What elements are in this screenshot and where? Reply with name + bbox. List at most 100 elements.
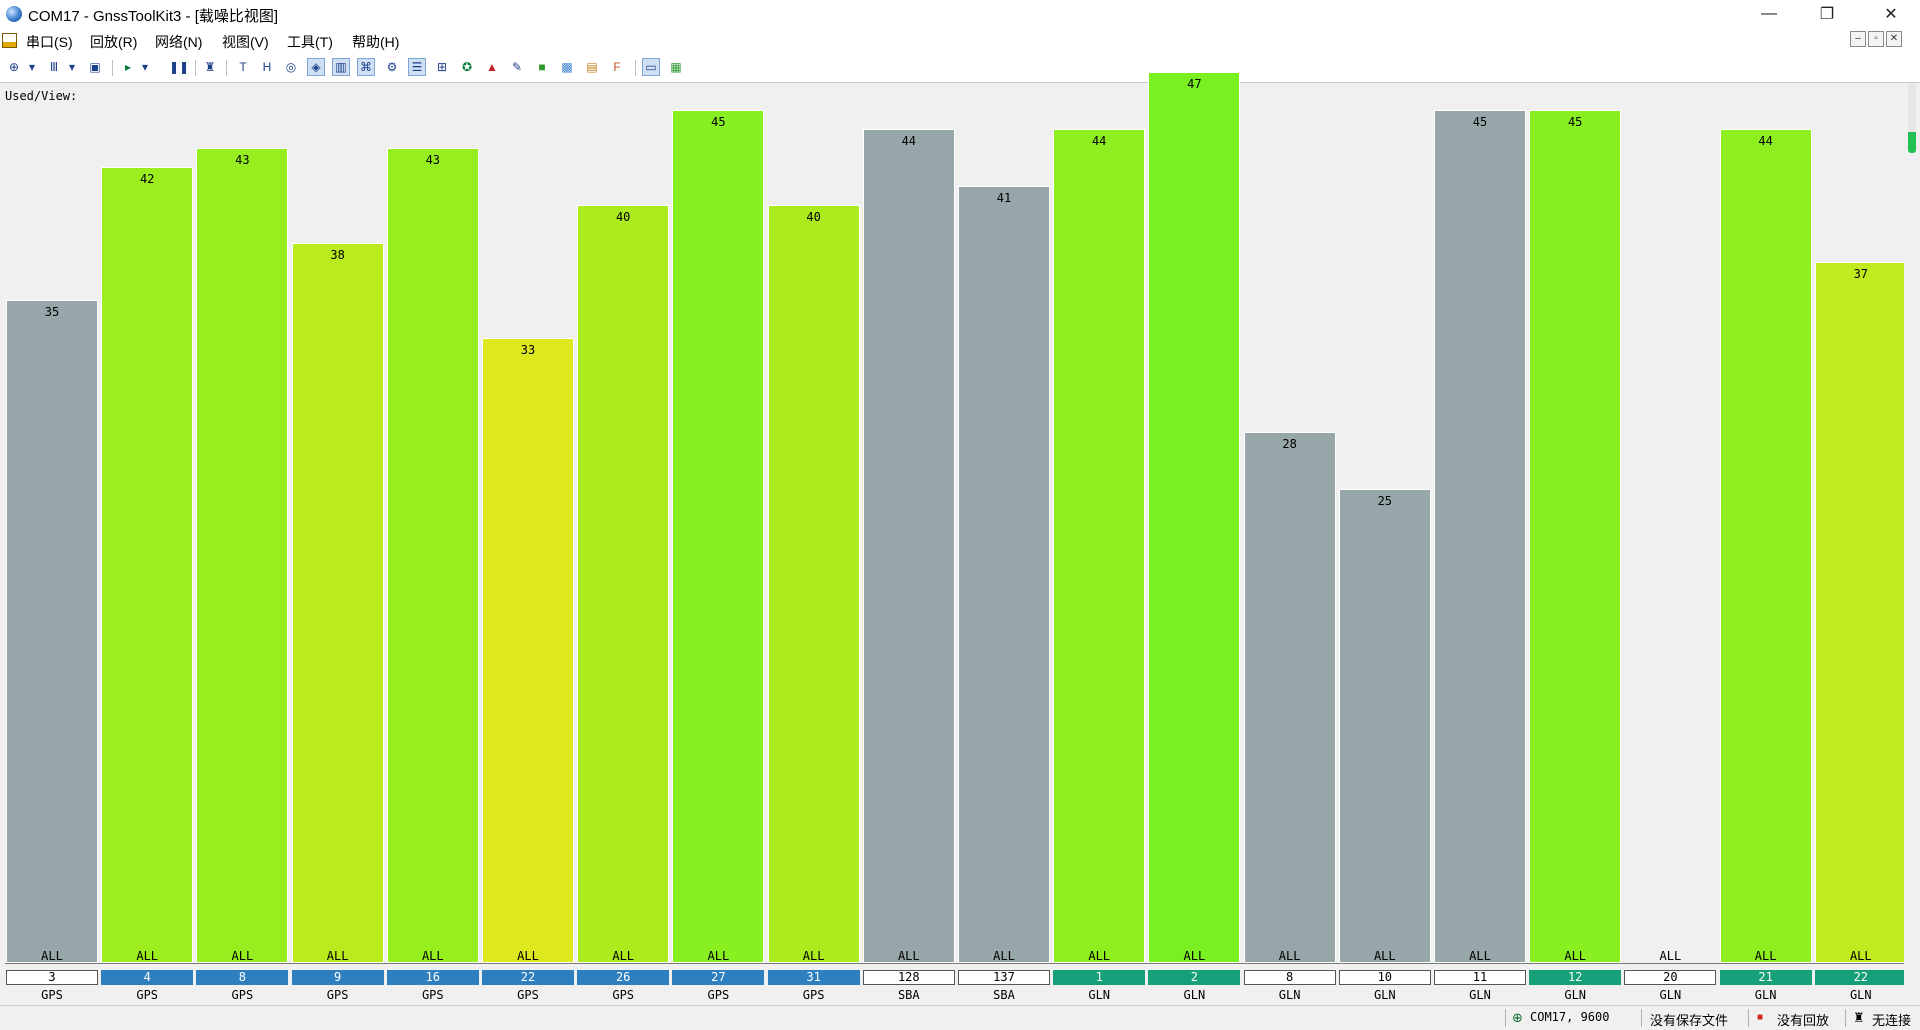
prn-label[interactable]: 4	[101, 970, 194, 985]
snr-value-label: 42	[139, 172, 155, 187]
snr-bar	[101, 167, 194, 963]
prn-label[interactable]: 8	[1243, 970, 1336, 985]
prn-label[interactable]: 22	[1814, 970, 1907, 985]
prn-label[interactable]: 2	[1148, 970, 1241, 985]
status-separator	[1505, 1009, 1506, 1027]
snr-value-label: 44	[1091, 134, 1107, 149]
prn-label[interactable]: 27	[672, 970, 765, 985]
band-label: ALL	[1849, 949, 1872, 963]
snr-value-label: 40	[615, 210, 631, 224]
position-view-icon[interactable]: ◈	[307, 58, 325, 76]
constellation-label: GLN	[1183, 988, 1206, 1002]
constellation-label: SBA	[897, 988, 920, 1002]
info-view-icon[interactable]: ⊞	[436, 60, 448, 74]
menu-serial[interactable]: 串口(S)	[26, 34, 73, 50]
used-view-label: Used/View:	[5, 89, 78, 103]
nmea-filter-icon[interactable]: Ⅲ	[49, 60, 59, 74]
menu-tools[interactable]: 工具(T)	[287, 34, 333, 50]
target-icon[interactable]: ◎	[285, 60, 297, 74]
menu-bar: 串口(S) 回放(R) 网络(N) 视图(V) 工具(T) 帮助(H)	[0, 28, 1920, 54]
prn-label[interactable]: 31	[767, 970, 860, 985]
antenna-icon[interactable]: ✎	[511, 60, 523, 74]
snr-bar	[482, 337, 574, 963]
band-label: ALL	[1373, 949, 1396, 963]
snr-value-label: 45	[1567, 115, 1583, 130]
chart-baseline	[5, 963, 1904, 964]
mdi-close-button[interactable]: ✕	[1886, 31, 1902, 47]
scroll-thumb[interactable]	[1908, 83, 1916, 153]
font-icon[interactable]: F	[613, 60, 621, 74]
prn-label[interactable]: 16	[386, 970, 479, 985]
dropdown-icon[interactable]: ▾	[141, 60, 149, 74]
prn-label[interactable]: 3	[6, 970, 98, 985]
prn-label[interactable]: 26	[577, 970, 670, 985]
title-bar: COM17 - GnssToolKit3 - [载噪比视图] — ❐ ✕	[0, 0, 1920, 28]
constellation-label: SBA	[993, 988, 1015, 1002]
constellation-label: GLN	[1659, 988, 1682, 1002]
restore-button[interactable]: ❐	[1819, 6, 1835, 23]
menu-network[interactable]: 网络(N)	[155, 34, 203, 50]
minimize-button[interactable]: —	[1761, 5, 1777, 22]
prn-label[interactable]: 21	[1719, 970, 1812, 985]
prn-label[interactable]: 22	[482, 970, 574, 985]
constellation-label: GPS	[326, 988, 349, 1002]
document-icon[interactable]	[2, 33, 17, 48]
constellation-label: GLN	[1278, 988, 1301, 1002]
menu-replay[interactable]: 回放(R)	[90, 34, 138, 50]
status-bar: ⊕ COM17, 9600 没有保存文件 ■ 没有回放 ♜ 无连接	[0, 1005, 1920, 1030]
prn-label[interactable]: 1	[1053, 970, 1146, 985]
map-blue-icon[interactable]: ▩	[561, 60, 573, 74]
mdi-restore-button[interactable]: ▫	[1868, 31, 1884, 47]
prn-label[interactable]: 10	[1338, 970, 1431, 985]
toolbar-separator	[195, 60, 196, 76]
constellation-label: GLN	[1564, 988, 1587, 1002]
status-separator	[1748, 1009, 1749, 1027]
prn-label[interactable]: 9	[291, 970, 384, 985]
dropdown-icon[interactable]: ▾	[68, 60, 76, 74]
prn-label[interactable]: 128	[862, 970, 955, 985]
band-label: ALL	[1564, 949, 1587, 963]
prn-label[interactable]: 20	[1624, 970, 1717, 985]
skyplot-view-icon[interactable]: ⌘	[357, 58, 375, 76]
microphone-icon[interactable]: ♜	[204, 60, 216, 74]
play-icon[interactable]: ▸	[124, 60, 132, 74]
snr-bar	[291, 242, 384, 963]
app-icon	[6, 6, 22, 22]
menu-view[interactable]: 视图(V)	[222, 34, 269, 50]
band-label: ALL	[231, 949, 254, 963]
snr-bar	[672, 110, 765, 963]
compass-icon[interactable]: ▲	[486, 60, 498, 74]
serial-connect-icon[interactable]: ⊕	[8, 60, 20, 74]
layout-icon[interactable]: ▤	[586, 60, 598, 74]
snr-bar	[6, 299, 98, 963]
mdi-minimize-button[interactable]: –	[1850, 31, 1866, 47]
snr-value-label: 47	[1187, 77, 1202, 92]
prn-label[interactable]: 8	[196, 970, 289, 985]
list-view-icon[interactable]: ☰	[408, 58, 426, 76]
text-view-icon[interactable]: T	[239, 60, 247, 74]
menu-help[interactable]: 帮助(H)	[352, 34, 400, 50]
snr-view-icon[interactable]: ▥	[332, 58, 350, 76]
prn-label[interactable]: 137	[958, 970, 1050, 985]
snr-bar	[386, 148, 479, 963]
band-label: ALL	[517, 949, 539, 963]
window-layout-icon[interactable]: ▭	[642, 58, 660, 76]
save-icon[interactable]: ▣	[89, 60, 101, 74]
close-button[interactable]: ✕	[1884, 6, 1898, 23]
dropdown-icon[interactable]: ▾	[28, 60, 36, 74]
toolbar-separator	[226, 60, 227, 76]
constellation-label: GLN	[1849, 988, 1872, 1002]
pause-icon[interactable]: ❚❚	[169, 60, 190, 74]
prn-label[interactable]: 12	[1529, 970, 1622, 985]
hex-view-icon[interactable]: H	[262, 60, 272, 74]
panel-icon[interactable]: ▦	[670, 60, 682, 74]
constellation-label: GLN	[1373, 988, 1396, 1002]
toolbar: ⊕ ▾ Ⅲ ▾ ▣ ▸ ▾ ❚❚ ♜ T H ◎ ◈ ▥ ⌘ ⚙ ☰ ⊞ ✪ ▲…	[0, 54, 1920, 83]
map-green-icon[interactable]: ■	[538, 60, 546, 74]
snr-value-label: 35	[44, 304, 60, 319]
snr-bar	[1814, 261, 1907, 963]
prn-label[interactable]: 11	[1434, 970, 1526, 985]
vertical-scrollbar[interactable]	[1904, 83, 1920, 1005]
satellite-icon[interactable]: ✪	[461, 60, 473, 74]
settings-icon[interactable]: ⚙	[386, 60, 398, 74]
